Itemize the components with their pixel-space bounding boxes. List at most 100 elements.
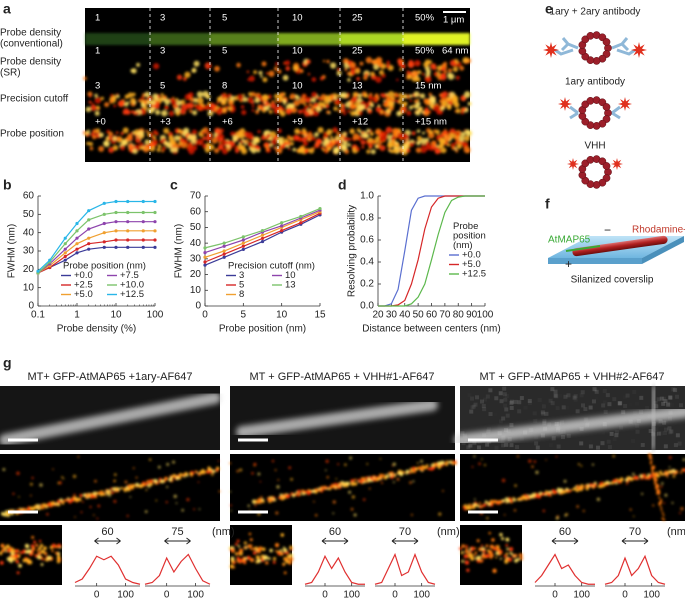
background-localization	[129, 496, 132, 498]
probe-blob	[447, 72, 452, 78]
probe-blob	[324, 94, 331, 102]
point	[222, 244, 226, 248]
localization	[658, 493, 661, 496]
point	[260, 228, 265, 233]
probe-blob	[196, 91, 204, 98]
localization	[99, 493, 103, 497]
localization	[267, 497, 270, 500]
probe-blob	[342, 111, 347, 116]
series-line	[374, 552, 436, 585]
localization	[325, 486, 329, 489]
probe-blob	[463, 146, 471, 154]
localization	[372, 479, 376, 482]
probe-blob	[320, 76, 324, 81]
point	[299, 221, 303, 225]
noise	[541, 404, 546, 409]
noise	[501, 416, 506, 421]
probe-blob	[294, 135, 300, 141]
noise	[519, 436, 524, 441]
conventional-signal	[210, 33, 278, 45]
localization	[505, 552, 509, 556]
noise	[481, 403, 486, 408]
localization	[649, 457, 652, 460]
localization	[651, 468, 654, 471]
row-label: (SR)	[0, 68, 21, 79]
background-localization	[141, 483, 144, 486]
probe-blob	[262, 77, 268, 83]
localization	[655, 487, 658, 490]
background-localization	[124, 480, 128, 484]
background-localization	[259, 496, 263, 499]
probe-blob	[214, 127, 221, 134]
noise	[502, 392, 507, 397]
probe-blob	[441, 133, 445, 137]
localization	[1, 548, 5, 553]
noise	[558, 393, 562, 397]
localization	[135, 482, 138, 486]
panel-label: e	[545, 1, 553, 17]
noise	[668, 395, 673, 400]
probe-blob	[320, 105, 324, 110]
probe-blob	[269, 102, 277, 109]
probe-blob	[287, 143, 291, 146]
image-blobs	[83, 33, 473, 156]
localization	[394, 473, 397, 477]
y-tick-label: 0.0	[360, 301, 374, 312]
localization	[460, 551, 464, 555]
legend-label: +0.0	[462, 250, 481, 261]
noise	[677, 441, 682, 446]
probe-blob	[387, 141, 394, 149]
localization	[504, 559, 509, 564]
probe-blob	[336, 67, 341, 72]
background-localization	[276, 485, 280, 489]
probe-blob	[379, 136, 385, 142]
tubulin-bead	[602, 103, 611, 111]
noise	[542, 419, 547, 424]
background-localization	[555, 455, 558, 458]
probe-blob	[263, 106, 267, 110]
probe-blob	[454, 135, 460, 141]
localization	[473, 554, 476, 557]
probe-blob	[164, 105, 169, 109]
probe-blob	[161, 109, 168, 117]
probe-blob	[442, 130, 447, 135]
probe-blob	[314, 132, 319, 138]
point	[63, 254, 67, 259]
legend-label: +7.5	[120, 270, 139, 281]
probe-blob	[387, 147, 391, 151]
probe-blob	[255, 110, 260, 114]
localization	[45, 503, 49, 507]
point	[114, 238, 118, 242]
background-localization	[586, 486, 589, 489]
point	[126, 210, 130, 215]
probe-blob	[397, 58, 403, 64]
probe-blob	[250, 147, 257, 154]
localization	[505, 544, 509, 547]
probe-blob	[371, 139, 377, 145]
localization	[430, 464, 433, 467]
localization	[437, 466, 441, 469]
probe-blob	[122, 111, 126, 115]
background-localization	[545, 459, 547, 461]
column-value: +0	[95, 117, 106, 128]
probe-blob	[361, 131, 365, 134]
noise	[517, 400, 522, 405]
probe-blob	[371, 59, 377, 65]
localization	[386, 475, 389, 478]
background-localization	[671, 501, 674, 504]
probe-blob	[242, 96, 248, 103]
background-localization	[668, 455, 672, 460]
column-value: 25	[352, 13, 363, 24]
point	[87, 242, 91, 246]
background-localization	[412, 480, 415, 483]
probe-blob	[269, 131, 277, 138]
legend-label: +2.5	[74, 280, 93, 291]
noise	[631, 438, 636, 443]
background-localization	[591, 484, 595, 488]
noise	[555, 406, 560, 411]
probe-blob	[281, 107, 285, 112]
noise	[467, 393, 471, 397]
background-localization	[368, 487, 371, 490]
probe-blob	[304, 149, 309, 154]
localization	[101, 490, 104, 493]
